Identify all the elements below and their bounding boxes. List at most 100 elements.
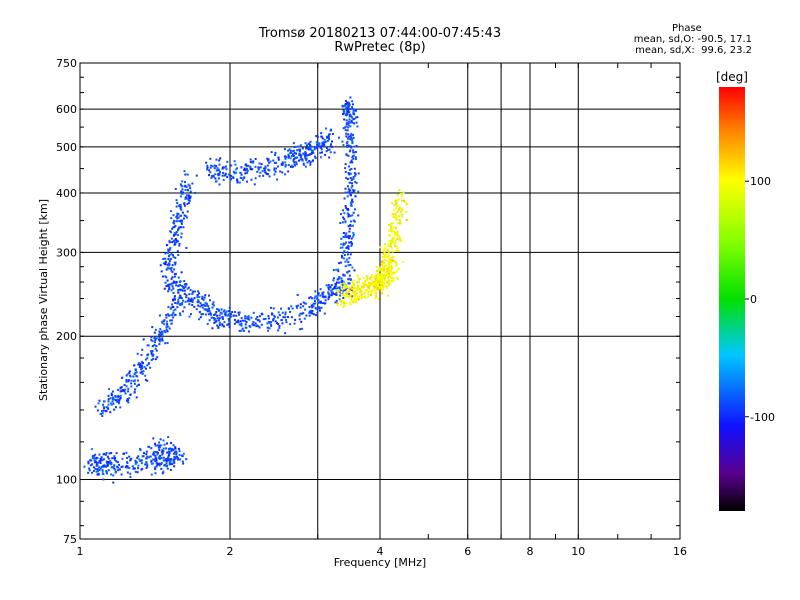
data-point — [211, 175, 214, 178]
data-point — [349, 303, 352, 306]
data-point — [309, 147, 312, 150]
data-point — [391, 259, 394, 262]
data-point — [380, 277, 383, 280]
data-point — [335, 299, 338, 302]
data-point — [174, 232, 177, 235]
data-point — [391, 271, 394, 274]
data-point — [134, 368, 137, 371]
data-point — [227, 317, 230, 320]
data-point — [342, 216, 345, 219]
data-point — [167, 305, 170, 308]
data-point — [354, 158, 357, 161]
data-point — [227, 313, 230, 316]
data-point — [267, 159, 270, 162]
data-point — [244, 169, 247, 172]
data-point — [211, 165, 214, 168]
data-point — [308, 314, 311, 317]
data-point — [246, 169, 249, 172]
data-point — [99, 467, 102, 470]
data-point — [191, 182, 194, 185]
data-point — [264, 171, 267, 174]
data-point — [160, 444, 163, 447]
data-point — [327, 298, 330, 301]
data-point — [373, 297, 376, 300]
data-point — [118, 463, 121, 466]
data-point — [107, 400, 110, 403]
data-point — [335, 281, 338, 284]
data-point — [240, 173, 243, 176]
data-point — [360, 295, 363, 298]
data-point — [332, 269, 335, 272]
data-point — [351, 191, 354, 194]
data-point — [361, 282, 364, 285]
data-point — [388, 234, 391, 237]
data-point — [375, 276, 378, 279]
data-point — [166, 244, 169, 247]
data-point — [345, 294, 348, 297]
data-point — [291, 307, 294, 310]
phase-info: Phase mean, sd,O: -90.5, 17.1 mean, sd,X… — [634, 23, 752, 56]
data-point — [287, 149, 290, 152]
data-point — [180, 454, 183, 457]
data-point — [293, 149, 296, 152]
data-point — [257, 166, 260, 169]
data-point — [169, 468, 172, 471]
data-point — [345, 284, 348, 287]
data-point — [352, 301, 355, 304]
data-point — [293, 322, 296, 325]
data-point — [125, 380, 128, 383]
data-point — [332, 277, 335, 280]
data-point — [198, 318, 201, 321]
data-point — [347, 247, 350, 250]
data-point — [346, 129, 349, 132]
data-point — [210, 313, 213, 316]
data-point — [347, 126, 350, 129]
data-point — [166, 279, 169, 282]
data-point — [157, 333, 160, 336]
data-point — [163, 319, 166, 322]
data-point — [107, 403, 110, 406]
data-point — [165, 462, 168, 465]
data-point — [184, 184, 187, 187]
data-point — [115, 399, 118, 402]
data-point — [162, 320, 165, 323]
data-point — [248, 330, 251, 333]
data-point — [251, 323, 254, 326]
data-point — [258, 175, 261, 178]
data-point — [347, 188, 350, 191]
data-point — [357, 190, 360, 193]
data-point — [341, 104, 344, 107]
data-point — [96, 468, 99, 471]
data-point — [376, 289, 379, 292]
data-point — [342, 274, 345, 277]
data-point — [388, 239, 391, 242]
data-point — [204, 301, 207, 304]
data-point — [364, 296, 367, 299]
data-point — [327, 288, 330, 291]
data-point — [371, 289, 374, 292]
data-point — [311, 306, 314, 309]
data-point — [177, 285, 180, 288]
data-point — [378, 282, 381, 285]
x-tick-label: 8 — [527, 545, 534, 558]
data-point — [295, 305, 298, 308]
data-point — [348, 294, 351, 297]
data-point — [174, 447, 177, 450]
grid-layer — [79, 63, 680, 539]
data-point — [235, 314, 238, 317]
data-point — [380, 282, 383, 285]
data-point — [186, 210, 189, 213]
data-point — [345, 292, 348, 295]
data-point — [360, 286, 363, 289]
data-point — [172, 291, 175, 294]
data-point — [169, 462, 172, 465]
data-point — [145, 457, 148, 460]
data-point — [102, 478, 105, 481]
data-point — [347, 213, 350, 216]
data-point — [317, 301, 320, 304]
data-point — [187, 199, 190, 202]
data-point — [146, 465, 149, 468]
data-point — [198, 296, 201, 299]
data-point — [173, 456, 176, 459]
